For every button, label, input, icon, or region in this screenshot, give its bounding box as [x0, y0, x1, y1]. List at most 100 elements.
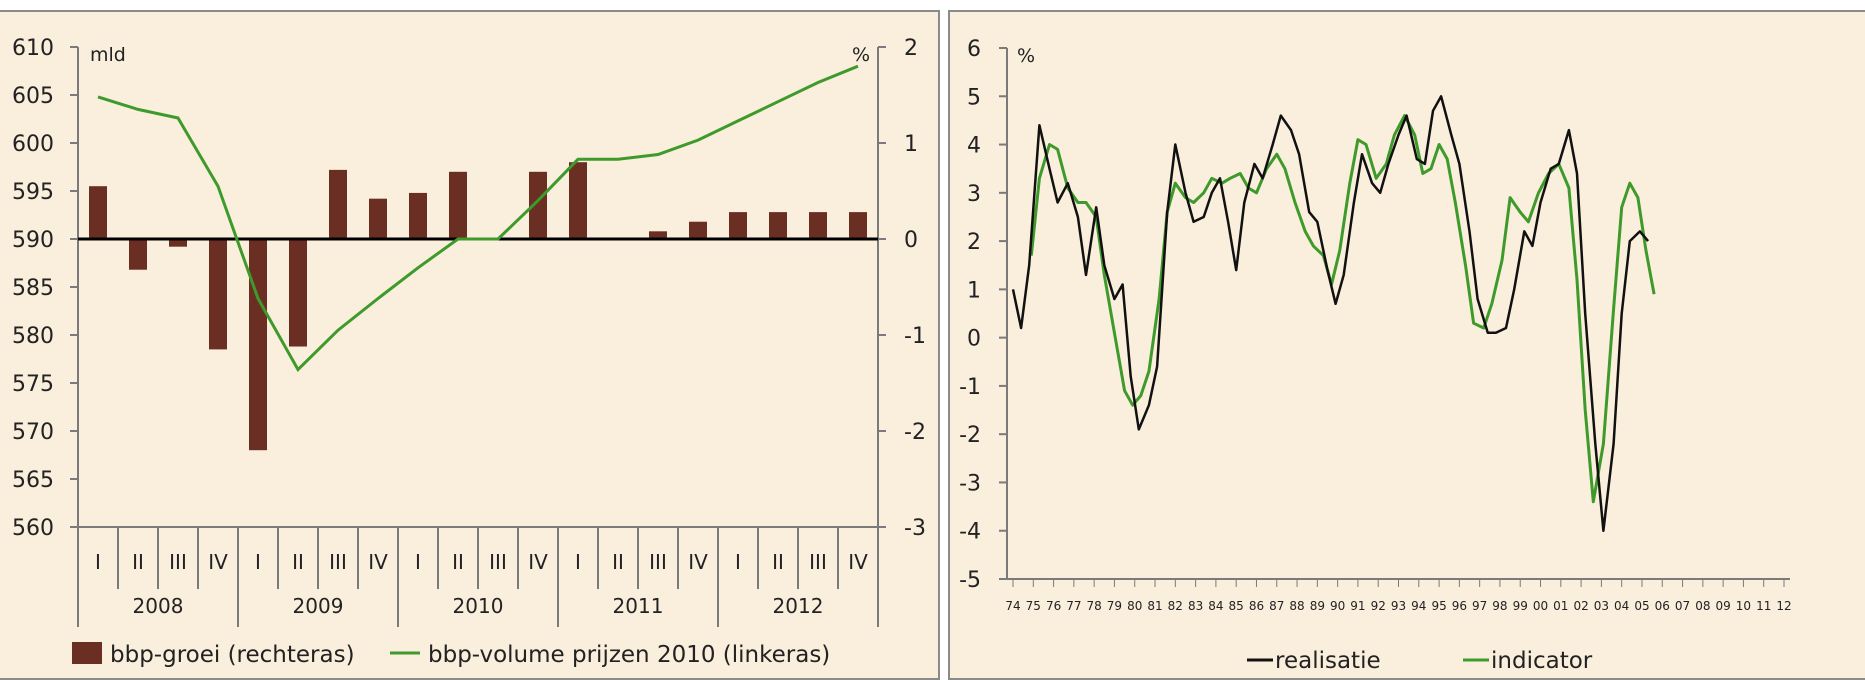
x-tick-label: 94 — [1411, 599, 1426, 613]
left-tick-label: 575 — [12, 372, 54, 397]
bar-bbp-groei — [169, 239, 187, 247]
y-tick-label: 3 — [967, 182, 981, 207]
quarter-label: IV — [528, 550, 548, 574]
y-tick-label: 6 — [967, 37, 981, 62]
bar-bbp-groei — [409, 192, 427, 239]
y-tick-label: -3 — [959, 471, 981, 496]
bar-bbp-groei — [849, 212, 867, 239]
quarter-label: I — [415, 550, 421, 574]
y-tick-label: 0 — [967, 327, 981, 352]
line-realisatie — [1011, 95, 1650, 532]
quarter-label: II — [292, 550, 304, 574]
year-label: 2011 — [613, 594, 664, 618]
line-indicator — [1029, 114, 1656, 504]
x-tick-label: 93 — [1391, 599, 1406, 613]
x-tick-label: 03 — [1594, 599, 1609, 613]
quarter-label: II — [772, 550, 784, 574]
bar-bbp-groei — [569, 162, 587, 239]
quarter-label: III — [649, 550, 667, 574]
y-tick-label: 1 — [967, 278, 981, 303]
year-label: 2009 — [293, 594, 344, 618]
right-tick-label: 1 — [904, 132, 918, 157]
quarter-label: II — [132, 550, 144, 574]
quarter-label: IV — [208, 550, 228, 574]
x-tick-label: 07 — [1675, 599, 1690, 613]
x-tick-label: 77 — [1066, 599, 1081, 613]
x-tick-label: 11 — [1756, 599, 1771, 613]
left-tick-label: 605 — [12, 84, 54, 109]
quarter-label: IV — [368, 550, 388, 574]
legend-label-indicator: indicator — [1491, 648, 1593, 674]
legend-label-realisatie: realisatie — [1275, 648, 1381, 674]
left-tick-label: 565 — [12, 468, 54, 493]
bar-bbp-groei — [209, 239, 227, 350]
legend-label-bbp-groei: bbp-groei (rechteras) — [110, 642, 355, 668]
x-tick-label: 02 — [1573, 599, 1588, 613]
x-tick-label: 99 — [1513, 599, 1528, 613]
bar-bbp-groei — [369, 198, 387, 239]
chart-panel-indicator: -5 -4 -3 -2 -1 0 1 2 3 4 5 6% 74 75 76 77 78 79 80 81 82 83 84… — [948, 10, 1865, 680]
right-tick-label: 0 — [904, 228, 918, 253]
x-tick-label: 89 — [1310, 599, 1325, 613]
bar-bbp-groei — [809, 212, 827, 239]
x-tick-label: 79 — [1107, 599, 1122, 613]
quarter-label: I — [735, 550, 741, 574]
bar-bbp-groei — [649, 231, 667, 239]
quarter-label: III — [329, 550, 347, 574]
x-tick-label: 74 — [1005, 599, 1020, 613]
x-tick-label: 05 — [1634, 599, 1649, 613]
x-tick-label: 80 — [1127, 599, 1142, 613]
chart-panel-bbp: 560 565 570 575 580 585 590 595 600 605 610 -3 -2 -1 0… — [0, 10, 940, 680]
quarter-label: I — [95, 550, 101, 574]
x-tick-label: 91 — [1350, 599, 1365, 613]
right-tick-label: 2 — [904, 36, 918, 61]
quarter-label: I — [575, 550, 581, 574]
bar-bbp-groei — [289, 239, 307, 347]
x-tick-label: 92 — [1371, 599, 1386, 613]
bar-bbp-groei — [769, 212, 787, 239]
left-tick-label: 580 — [12, 324, 54, 349]
x-tick-label: 00 — [1533, 599, 1548, 613]
quarter-label: I — [255, 550, 261, 574]
bar-bbp-groei — [129, 239, 147, 270]
x-tick-label: 08 — [1695, 599, 1710, 613]
x-tick-label: 09 — [1715, 599, 1730, 613]
year-label: 2010 — [453, 594, 504, 618]
x-tick-label: 01 — [1553, 599, 1568, 613]
x-tick-label: 85 — [1229, 599, 1244, 613]
quarter-label: III — [809, 550, 827, 574]
x-tick-label: 87 — [1269, 599, 1284, 613]
x-tick-label: 04 — [1614, 599, 1629, 613]
x-tick-label: 83 — [1188, 599, 1203, 613]
y-tick-label: -4 — [959, 520, 981, 545]
bar-bbp-groei — [689, 221, 707, 239]
quarter-label: IV — [848, 550, 868, 574]
y-axis-unit: % — [1017, 45, 1035, 67]
bbp-chart: 560 565 570 575 580 585 590 595 600 605 610 -3 -2 -1 0… — [12, 36, 926, 668]
left-tick-label: 560 — [12, 516, 54, 541]
left-tick-label: 600 — [12, 132, 54, 157]
right-tick-label: -1 — [904, 324, 926, 349]
year-label: 2012 — [773, 594, 824, 618]
bar-bbp-groei — [529, 171, 547, 239]
legend-label-bbp-volume: bbp-volume prijzen 2010 (linkeras) — [428, 642, 830, 668]
x-tick-label: 76 — [1046, 599, 1061, 613]
bar-bbp-groei — [249, 239, 267, 451]
x-tick-label: 81 — [1147, 599, 1162, 613]
x-tick-label: 88 — [1289, 599, 1304, 613]
year-label: 2008 — [133, 594, 184, 618]
quarter-label: III — [489, 550, 507, 574]
quarter-label: III — [169, 550, 187, 574]
left-tick-label: 610 — [12, 36, 54, 61]
quarter-label: II — [612, 550, 624, 574]
y-tick-label: 2 — [967, 230, 981, 255]
left-tick-label: 595 — [12, 180, 54, 205]
x-tick-label: 98 — [1492, 599, 1507, 613]
bar-bbp-groei — [449, 171, 467, 239]
bar-bbp-groei — [89, 186, 107, 239]
bar-bbp-groei — [729, 212, 747, 239]
left-tick-label: 585 — [12, 276, 54, 301]
x-tick-label: 96 — [1452, 599, 1467, 613]
quarter-label: IV — [688, 550, 708, 574]
legend-swatch-bar — [72, 642, 102, 664]
